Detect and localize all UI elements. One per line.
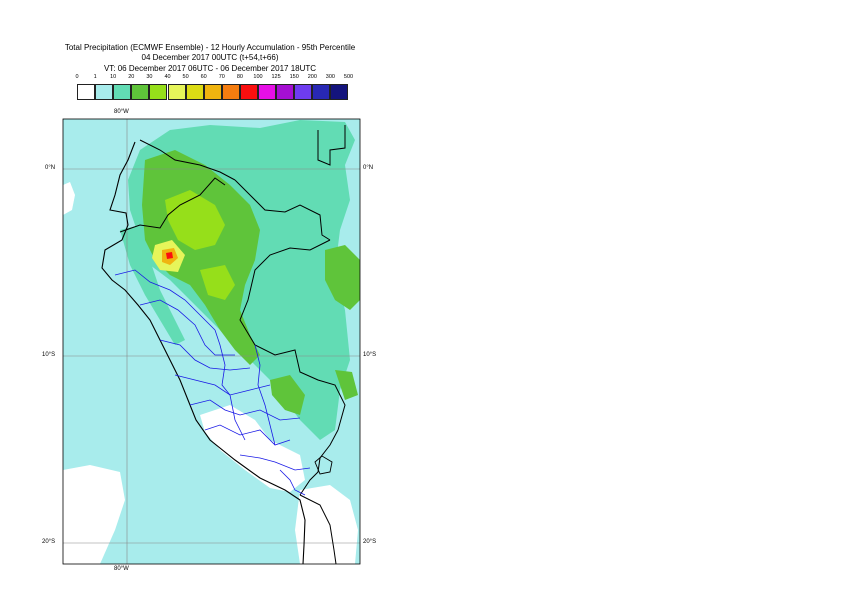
- lat-label-20-right: 20°S: [363, 539, 377, 545]
- region-border-5: [189, 399, 301, 421]
- legend-threshold-label: 10: [110, 74, 117, 80]
- legend-threshold-label: 1: [93, 74, 97, 80]
- legend-threshold-label: 80: [236, 74, 243, 80]
- region-border-9: [254, 344, 276, 446]
- legend-swatch: [239, 84, 258, 100]
- border-peru-bolivia: [299, 429, 339, 496]
- region-border-4: [174, 374, 271, 396]
- lake-titicaca: [314, 455, 333, 475]
- rain-20-east: [325, 245, 360, 310]
- region-border-7: [239, 454, 311, 471]
- legend-threshold-label: 60: [200, 74, 207, 80]
- rain-20-mid: [270, 375, 305, 415]
- lat-label-20-left: 20°S: [42, 539, 56, 545]
- rain-20-south-east: [335, 370, 358, 400]
- border-colombia-brazil: [234, 179, 331, 241]
- region-border-8: [214, 329, 246, 441]
- legend-swatch: [203, 84, 222, 100]
- valid-time-line: VT: 06 December 2017 06UTC - 06 December…: [103, 64, 317, 73]
- lat-label-10-right: 10°S: [363, 352, 377, 358]
- legend-swatch: [131, 84, 150, 100]
- dry-patch-ocean-south: [63, 465, 125, 564]
- legend-threshold-label: 40: [164, 74, 171, 80]
- base-time-line: 04 December 2017 00UTC (t+54,t+66): [141, 53, 279, 62]
- legend-swatch: [312, 84, 331, 100]
- lon-label-bottom: 80°W: [114, 566, 129, 572]
- border-colombia-ecuador: [139, 139, 236, 181]
- dry-patch-far-south: [295, 485, 358, 564]
- rain-30-b: [200, 265, 235, 300]
- legend-threshold-label: 100: [253, 74, 263, 80]
- legend-threshold-label: 30: [146, 74, 153, 80]
- legend-threshold-label: 70: [218, 74, 225, 80]
- legend-swatch: [113, 84, 132, 100]
- legend-swatch: [185, 84, 204, 100]
- legend-swatch: [167, 84, 186, 100]
- lat-label-0-left: 0°N: [45, 165, 56, 171]
- legend-threshold-label: 50: [182, 74, 189, 80]
- region-border-3: [159, 339, 251, 371]
- chart-title: Total Precipitation (ECMWF Ensemble) - 1…: [64, 43, 356, 52]
- lat-label-0-right: 0°N: [363, 165, 374, 171]
- legend-swatch: [330, 84, 349, 100]
- coastline: [101, 141, 306, 565]
- legend-swatch: [149, 84, 168, 100]
- legend-threshold-label: 150: [289, 74, 299, 80]
- legend-threshold-label: 125: [271, 74, 281, 80]
- map-frame: [62, 118, 361, 565]
- border-ecuador-peru: [119, 177, 226, 233]
- lon-label-top: 80°W: [114, 109, 129, 115]
- border-colombia-venezuela: [317, 125, 346, 166]
- rain-10-coast-strip: [120, 225, 185, 345]
- legend-threshold-label: 300: [325, 74, 335, 80]
- region-border-1: [114, 269, 216, 331]
- legend-swatch: [294, 84, 313, 100]
- dry-patch-south-coast: [200, 405, 305, 492]
- legend-swatch: [276, 84, 295, 100]
- rain-80-peak: [166, 252, 173, 259]
- lat-label-10-left: 10°S: [42, 352, 56, 358]
- region-border-2: [139, 299, 235, 356]
- legend-threshold-label: 500: [343, 74, 354, 80]
- legend-swatch: [95, 84, 114, 100]
- legend-threshold-label: 200: [307, 74, 317, 80]
- legend-swatch: [221, 84, 240, 100]
- legend-threshold-label: 20: [128, 74, 135, 80]
- dry-patch-ocean-west: [63, 182, 75, 215]
- region-border-6: [204, 424, 291, 446]
- legend-threshold-label: 0: [75, 74, 79, 80]
- legend-swatch: [77, 84, 95, 100]
- legend-swatch: [258, 84, 276, 100]
- region-border-10: [279, 469, 306, 496]
- border-chile-bolivia: [299, 494, 337, 565]
